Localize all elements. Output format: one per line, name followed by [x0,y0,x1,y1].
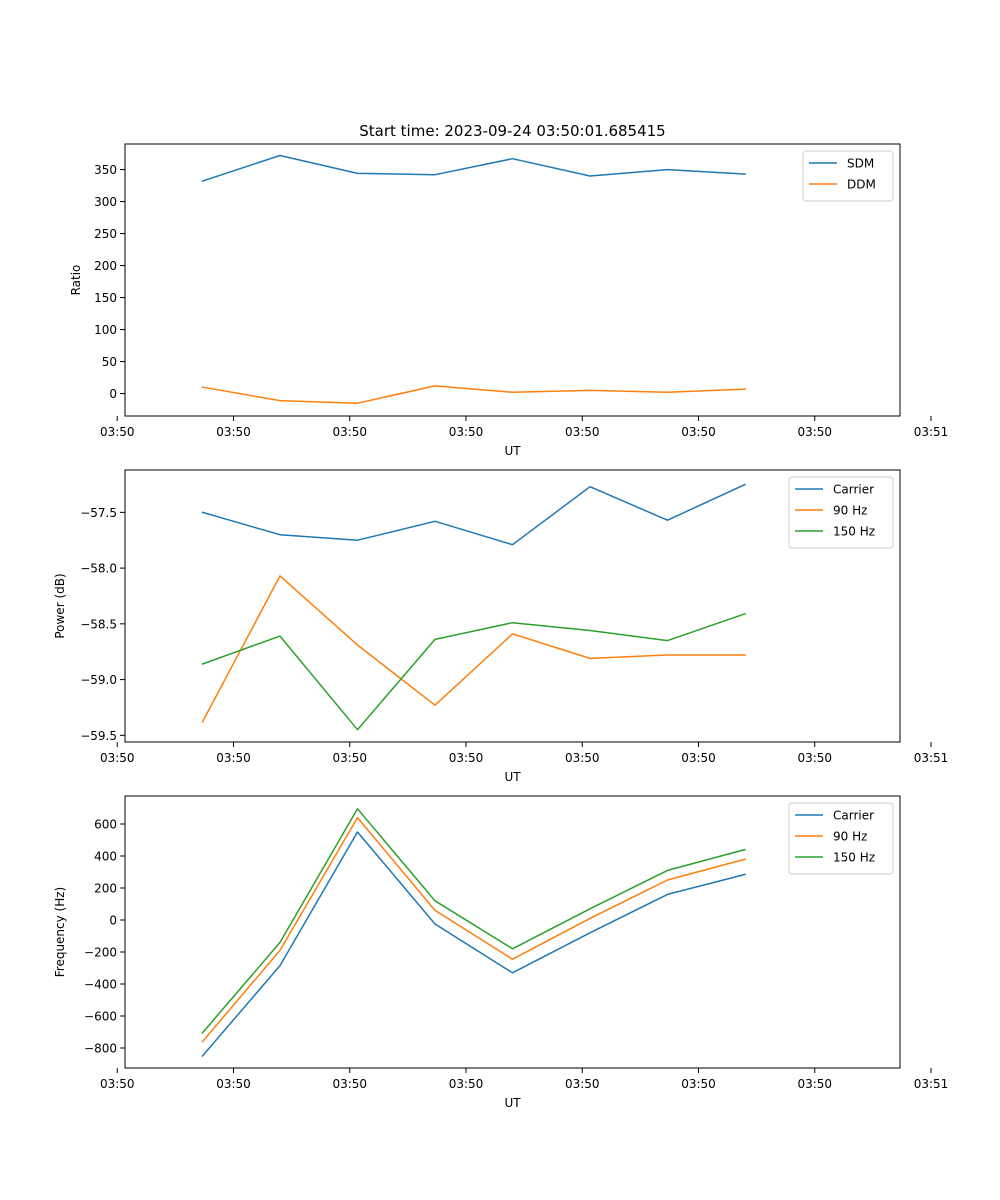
y-tick-label: −58.5 [80,617,117,631]
legend-label-carrier: Carrier [833,483,874,497]
y-tick-label: 250 [94,227,117,241]
series-line-90-hz [201,816,746,1043]
series-line-150-hz [201,808,746,1034]
y-tick-label: −400 [84,978,117,992]
legend-label-sdm: SDM [847,157,874,171]
y-tick-label: 0 [109,387,117,401]
x-tick-label: 03:51 [914,1077,949,1091]
y-tick-label: 150 [94,291,117,305]
y-tick-label: 600 [94,818,117,832]
y-tick-label: −800 [84,1042,117,1056]
y-tick-label: −57.5 [80,506,117,520]
x-tick-label: 03:50 [797,425,832,439]
y-tick-label: 50 [102,355,117,369]
x-axis-label: UT [504,1096,521,1110]
x-tick-label: 03:50 [216,1077,251,1091]
panel-3: 03:50 03:50 03:50 03:50 03:50 03:50 03:50 03:51… [53,795,949,1110]
legend: SDM DDM [802,150,894,202]
y-tick-label: −200 [84,946,117,960]
y-tick-label: 200 [94,882,117,896]
x-tick-label: 03:50 [565,425,600,439]
x-tick-label: 03:50 [565,1077,600,1091]
y-tick-label: 350 [94,163,117,177]
legend-label-ddm: DDM [847,178,876,192]
x-axis-label: UT [504,444,521,458]
y-tick-label: 200 [94,259,117,273]
y-axis-label: Frequency (Hz) [53,887,67,978]
legend: Carrier 90 Hz 150 Hz [788,476,894,549]
series-line-carrier [201,483,746,546]
axes-frame [124,143,901,417]
x-tick-label: 03:50 [332,425,367,439]
x-tick-label: 03:50 [681,425,716,439]
panel-2: 03:50 03:50 03:50 03:50 03:50 03:50 03:50 03:51… [53,469,949,784]
x-tick-label: 03:50 [216,751,251,765]
x-tick-label: 03:50 [100,1077,135,1091]
y-axis-label: Power (dB) [53,573,67,638]
x-tick-label: 03:50 [100,751,135,765]
legend: Carrier 90 Hz 150 Hz [788,802,894,875]
x-tick-label: 03:50 [565,751,600,765]
x-tick-label: 03:50 [681,1077,716,1091]
panel-1: 03:50 03:50 03:50 03:50 03:50 03:50 03:50 03:51… [69,143,949,458]
legend-label-90-hz: 90 Hz [833,504,867,518]
y-tick-label: −59.0 [80,673,117,687]
x-tick-label: 03:50 [681,751,716,765]
y-tick-label: −58.0 [80,562,117,576]
legend-label-90-hz: 90 Hz [833,830,867,844]
legend-label-150-hz: 150 Hz [833,525,875,539]
y-tick-label: −59.5 [80,729,117,743]
y-tick-label: 100 [94,323,117,337]
y-tick-label: 300 [94,195,117,209]
y-axis-label: Ratio [69,265,83,296]
series-line-sdm [201,154,746,183]
x-tick-label: 03:50 [797,751,832,765]
x-tick-label: 03:50 [449,1077,484,1091]
y-tick-label: −600 [84,1010,117,1024]
axes-frame [124,469,901,743]
series-line-ddm [201,385,746,404]
y-tick-label: 400 [94,850,117,864]
series-line-carrier [201,831,746,1058]
legend-label-150-hz: 150 Hz [833,851,875,865]
series-line-90-hz [201,575,746,723]
x-axis-label: UT [504,770,521,784]
legend-label-carrier: Carrier [833,809,874,823]
x-tick-label: 03:51 [914,751,949,765]
x-tick-label: 03:50 [449,751,484,765]
y-tick-label: 0 [109,914,117,928]
x-tick-label: 03:50 [332,1077,367,1091]
x-tick-label: 03:51 [914,425,949,439]
x-tick-label: 03:50 [797,1077,832,1091]
figure-title: Start time: 2023-09-24 03:50:01.685415 [359,122,665,140]
series-line-150-hz [201,612,746,731]
axes-frame [124,795,901,1069]
x-tick-label: 03:50 [332,751,367,765]
x-tick-label: 03:50 [100,425,135,439]
x-tick-label: 03:50 [216,425,251,439]
x-tick-label: 03:50 [449,425,484,439]
